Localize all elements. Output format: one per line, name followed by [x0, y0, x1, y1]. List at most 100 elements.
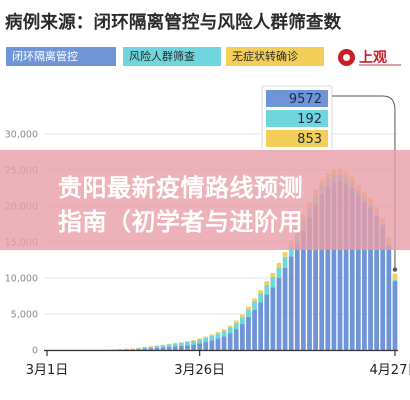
page-title: 病例来源：闭环隔离管控与风险人群筛查数	[5, 13, 342, 33]
bar-segment-isolation	[386, 245, 392, 350]
bar-segment-isolation	[288, 256, 294, 350]
bar-segment-screening	[111, 349, 117, 351]
callout-leader-dot	[392, 267, 398, 272]
callout-value: 9572	[289, 92, 322, 107]
bar-segment-isolation	[136, 349, 141, 350]
brand-logo-text: 上观	[359, 50, 387, 66]
bar-segment-isolation	[355, 195, 361, 350]
legend-item-symptom-to-confirmed: 无症状转确诊	[226, 47, 324, 66]
stacked-bar-chart: 05,00010,00015,00020,00025,00030,0003月1日…	[5, 85, 410, 378]
bar-segment-isolation	[368, 207, 373, 350]
bar-segment-isolation	[264, 294, 270, 350]
bar-segment-screening	[392, 279, 398, 282]
bar-segment-screening	[154, 345, 160, 348]
bar-segment-isolation	[148, 348, 154, 350]
bar-segment-isolation	[197, 343, 203, 350]
bar-segment-symptom	[209, 334, 215, 336]
bar-segment-symptom	[130, 348, 135, 350]
x-tick-label: 3月26日	[174, 363, 225, 378]
bar-segment-screening	[148, 346, 154, 349]
bar-segment-screening	[197, 339, 203, 344]
bars	[105, 168, 398, 351]
callout-box	[266, 90, 328, 107]
bar-segment-symptom	[227, 325, 233, 328]
y-tick-label: 30,000	[5, 130, 38, 141]
bar-segment-isolation	[337, 180, 343, 350]
bar-segment-screening	[136, 348, 141, 350]
x-tick-label: 3月1日	[26, 363, 69, 378]
bar-segment-isolation	[130, 349, 135, 351]
bar-segment-symptom	[185, 341, 190, 342]
brand-logo-icon	[338, 49, 355, 66]
callout-value: 192	[297, 112, 322, 127]
bar-segment-isolation	[258, 302, 264, 350]
bar-segment-screening	[215, 333, 221, 339]
bar-segment-isolation	[343, 183, 349, 350]
bar-segment-symptom	[136, 347, 141, 349]
bar-segment-isolation	[392, 281, 398, 350]
legend-item-screening: 风险人群筛查	[123, 47, 221, 66]
bar-segment-symptom	[178, 342, 184, 343]
x-tick-label: 4月27日	[370, 363, 410, 378]
bar-segment-screening	[233, 322, 239, 330]
bar-segment-screening	[160, 345, 166, 348]
bar-segment-screening	[246, 309, 251, 317]
bar-segment-isolation	[239, 324, 245, 350]
bar-segment-isolation	[172, 346, 178, 350]
bar-segment-isolation	[325, 186, 331, 350]
bar-segment-isolation	[246, 316, 251, 350]
bar-segment-screening	[166, 344, 172, 347]
bar-segment-isolation	[307, 217, 312, 350]
bar-segment-symptom	[239, 314, 245, 318]
bar-segment-screening	[288, 245, 294, 257]
banner-headline-line-1: 贵阳最新疫情路线预测	[58, 174, 303, 202]
bar-segment-isolation	[276, 278, 282, 350]
bar-segment-symptom	[160, 344, 166, 346]
bar-segment-symptom	[191, 339, 196, 341]
y-tick-label: 5,000	[11, 310, 38, 321]
bar-segment-isolation	[160, 347, 166, 350]
overlay-banner: 贵阳最新疫情路线预测 指南（初学者与进阶用	[0, 150, 410, 250]
bar-segment-isolation	[331, 182, 337, 350]
y-tick-label: 0	[32, 346, 38, 357]
bar-segment-symptom	[221, 329, 227, 331]
title-bar: 病例来源：闭环隔离管控与风险人群筛查数	[0, 0, 410, 42]
bar-segment-symptom	[166, 343, 172, 345]
bar-segment-screening	[252, 301, 257, 310]
bar-segment-isolation	[252, 309, 257, 350]
bar-segment-isolation	[215, 338, 221, 350]
bar-segment-isolation	[154, 347, 160, 350]
bar-segment-isolation	[227, 333, 233, 350]
bar-segment-isolation	[166, 346, 172, 350]
callout-box	[266, 110, 328, 127]
bar-segment-screening	[209, 335, 215, 341]
bar-segment-screening	[142, 347, 148, 349]
bar-segment-symptom	[246, 306, 251, 310]
bar-segment-screening	[270, 276, 276, 288]
bar-segment-symptom	[172, 343, 178, 344]
bar-segment-isolation	[221, 336, 227, 350]
bar-segment-symptom	[233, 320, 239, 323]
callout-leader-line	[332, 95, 396, 268]
bar-segment-isolation	[124, 349, 129, 351]
bar-segment-screening	[172, 343, 178, 347]
bar-segment-screening	[203, 337, 209, 343]
bar-segment-symptom	[142, 347, 148, 348]
bar-segment-screening	[239, 317, 245, 325]
bar-segment-screening	[264, 284, 270, 295]
bar-segment-screening	[178, 342, 184, 346]
bar-segment-isolation	[294, 243, 300, 350]
bar-segment-symptom	[258, 290, 264, 294]
legend: 闭环隔离管控 风险人群筛查 无症状转确诊 上观	[0, 42, 410, 74]
bar-segment-isolation	[362, 201, 367, 350]
bar-segment-isolation	[185, 345, 190, 350]
bar-segment-isolation	[209, 340, 215, 350]
bar-segment-isolation	[191, 344, 196, 350]
bar-segment-isolation	[380, 226, 386, 350]
bar-segment-isolation	[374, 216, 380, 350]
y-tick-label: 10,000	[5, 274, 38, 285]
bar-segment-isolation	[282, 267, 288, 350]
brand-logo-underline	[359, 64, 401, 66]
legend-item-isolation: 闭环隔离管控	[6, 47, 116, 66]
callout-box	[266, 130, 328, 147]
